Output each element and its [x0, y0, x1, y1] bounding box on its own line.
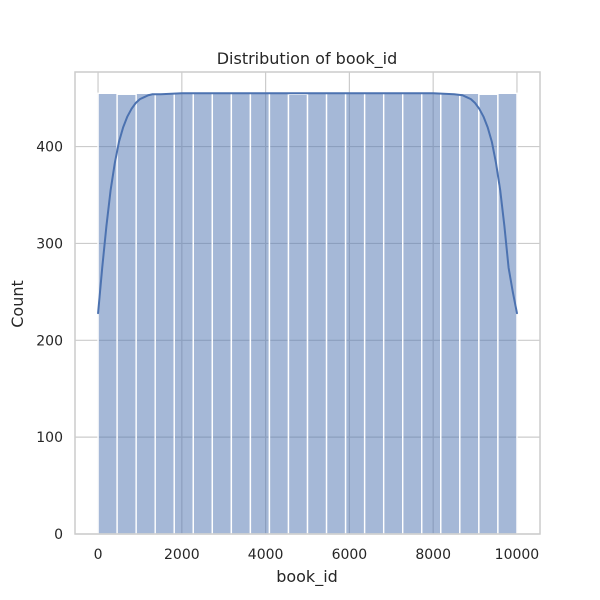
histogram-bar [344, 92, 366, 535]
x-tick-label: 6000 [332, 547, 368, 563]
histogram-bar [268, 92, 290, 535]
histogram-bar [497, 92, 518, 535]
plot-frame [74, 71, 541, 535]
y-tick-label: 300 [36, 236, 63, 252]
histogram-bar [135, 92, 156, 535]
y-tick-label: 400 [36, 140, 63, 156]
histogram-bar [382, 92, 404, 535]
kde-line [97, 92, 518, 315]
plot-area: 0 2000 4000 6000 8000 10000 0 100 200 300 400 [36, 71, 541, 563]
x-tick-label: 2000 [164, 547, 200, 563]
histogram-bar [440, 92, 461, 535]
y-tick-label: 100 [36, 430, 63, 446]
histogram-bar [116, 93, 137, 535]
histogram-bar [211, 92, 233, 535]
histogram-bar [173, 92, 194, 535]
x-tick-label: 8000 [415, 547, 451, 563]
histogram-bar [192, 92, 214, 535]
histogram-bar [363, 92, 385, 535]
histogram-bar [325, 92, 347, 535]
histogram-bar [306, 92, 328, 535]
histogram-bar [154, 92, 175, 535]
histogram-bar [402, 92, 423, 535]
chart-title: Distribution of book_id [217, 49, 398, 69]
histogram-bar [459, 92, 480, 535]
y-tick-label: 0 [54, 527, 63, 543]
x-tick-label: 10000 [495, 547, 540, 563]
y-axis-label: Count [8, 280, 27, 328]
x-tick-label: 4000 [248, 547, 284, 563]
histogram-bar [249, 92, 271, 535]
histogram-bar [287, 93, 309, 535]
histogram-bar [230, 92, 252, 535]
x-tick-label: 0 [94, 547, 103, 563]
y-tick-label: 200 [36, 333, 63, 349]
x-axis-label: book_id [276, 567, 338, 587]
histogram-bar [421, 92, 442, 535]
histogram-bar [97, 92, 118, 535]
